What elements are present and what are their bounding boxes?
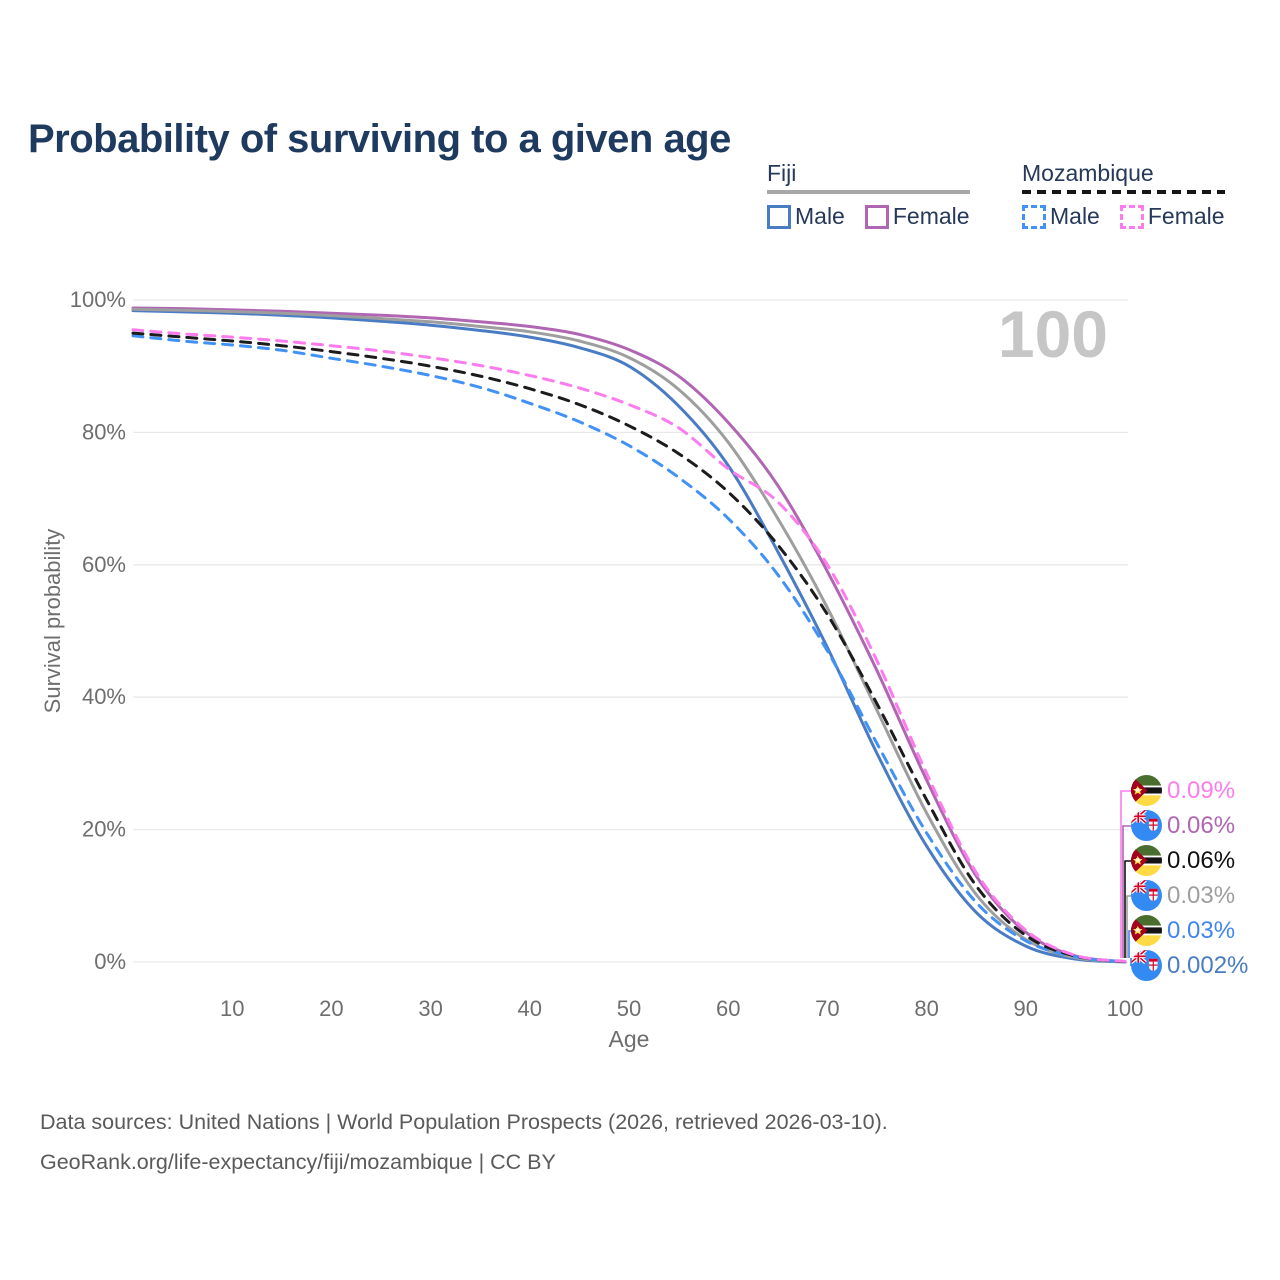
hover-age-watermark: 100 (997, 297, 1108, 371)
x-tick-label: 70 (815, 996, 839, 1021)
legend-group-mozambique: Mozambique Male Female (1022, 160, 1225, 230)
mozambique-flag-icon (1131, 915, 1162, 946)
legend-item-label: Female (892, 203, 970, 229)
curve-moz_female[interactable] (131, 328, 1127, 963)
fiji-flag-icon (1131, 810, 1162, 841)
end-label-row-fiji_male: 0.002% (1131, 948, 1248, 983)
legend-item-label: Female (1147, 203, 1225, 229)
x-tick-label: 80 (914, 996, 938, 1021)
legend-header-mozambique: Mozambique (1022, 160, 1154, 186)
fiji-flag-icon (1131, 880, 1162, 911)
end-label-row-fiji_total: 0.03% (1131, 878, 1248, 913)
x-tick-label: 10 (220, 996, 244, 1021)
mozambique-flag-icon (1131, 775, 1162, 806)
y-tick-label: 60% (82, 552, 126, 577)
x-tick-label: 20 (319, 996, 343, 1021)
fiji-flag-icon (1131, 950, 1162, 981)
mozambique-female-swatch-icon (1119, 204, 1144, 229)
end-label-value: 0.03% (1167, 881, 1236, 909)
y-tick-label: 20% (82, 817, 126, 842)
x-tick-label: 50 (617, 996, 641, 1021)
page-title: Probability of surviving to a given age (28, 116, 731, 161)
legend-item-fiji-male[interactable]: Male (767, 203, 845, 230)
end-label-value: 0.002% (1167, 951, 1249, 979)
y-tick-label: 80% (82, 419, 126, 444)
legend-item-label: Male (1050, 203, 1100, 229)
x-tick-label: 90 (1014, 996, 1038, 1021)
curve-end-labels: 0.09% 0.06% 0.06% 0.03% 0.03% 0.002% (1131, 773, 1248, 983)
x-tick-label: 40 (518, 996, 542, 1021)
end-label-value: 0.06% (1167, 846, 1236, 874)
legend-group-fiji: Fiji Male Female (767, 160, 970, 230)
mozambique-flag-icon (1131, 775, 1162, 806)
fiji-female-swatch-icon (864, 204, 889, 229)
end-label-value: 0.03% (1167, 916, 1236, 944)
fiji-flag-icon (1131, 810, 1162, 841)
curve-moz_male[interactable] (131, 334, 1127, 964)
fiji-male-swatch-icon (767, 204, 791, 229)
attribution-link-text: GeoRank.org/life-expectancy/fiji/mozambi… (40, 1150, 556, 1174)
legend-item-label: Male (795, 203, 845, 229)
leader-line-moz_total (1124, 860, 1131, 958)
mozambique-male-swatch-icon (1022, 204, 1046, 229)
x-tick-label: 30 (418, 996, 442, 1021)
fiji-solid-line-swatch (767, 190, 970, 194)
legend-item-fiji-female[interactable]: Female (864, 203, 970, 230)
end-label-row-moz_male: 0.03% (1131, 913, 1248, 948)
curve-moz_total[interactable] (131, 331, 1127, 964)
legend-item-mozambique-female[interactable]: Female (1119, 203, 1225, 230)
y-tick-label: 0% (94, 949, 126, 974)
y-tick-label: 100% (70, 287, 126, 312)
x-axis-title: Age (608, 1026, 650, 1052)
x-tick-label: 60 (716, 996, 740, 1021)
data-source-text: Data sources: United Nations | World Pop… (40, 1110, 888, 1134)
mozambique-dashed-line-swatch (1022, 190, 1225, 194)
fiji-flag-icon (1131, 950, 1162, 981)
end-label-value: 0.06% (1167, 811, 1236, 839)
mozambique-flag-icon (1131, 845, 1162, 876)
y-axis-title: Survival probability (40, 528, 65, 714)
leader-line-fiji_female (1122, 825, 1131, 958)
legend-header-fiji: Fiji (767, 160, 797, 186)
leader-line-moz_male (1128, 930, 1131, 958)
mozambique-flag-icon (1131, 845, 1162, 876)
leader-line-fiji_total (1126, 895, 1131, 958)
curve-fiji_female[interactable] (131, 306, 1127, 964)
fiji-flag-icon (1131, 880, 1162, 911)
legend-item-mozambique-male[interactable]: Male (1022, 203, 1100, 230)
mozambique-flag-icon (1131, 915, 1162, 946)
y-tick-label: 40% (82, 684, 126, 709)
x-tick-label: 100 (1107, 996, 1144, 1021)
curve-fiji_total[interactable] (131, 307, 1127, 964)
end-label-row-fiji_female: 0.06% (1131, 808, 1248, 843)
end-label-value: 0.09% (1167, 776, 1236, 804)
end-label-row-moz_total: 0.06% (1131, 843, 1248, 878)
leader-line-moz_female (1120, 790, 1131, 958)
curve-fiji_male[interactable] (131, 309, 1127, 964)
end-label-row-moz_female: 0.09% (1131, 773, 1248, 808)
